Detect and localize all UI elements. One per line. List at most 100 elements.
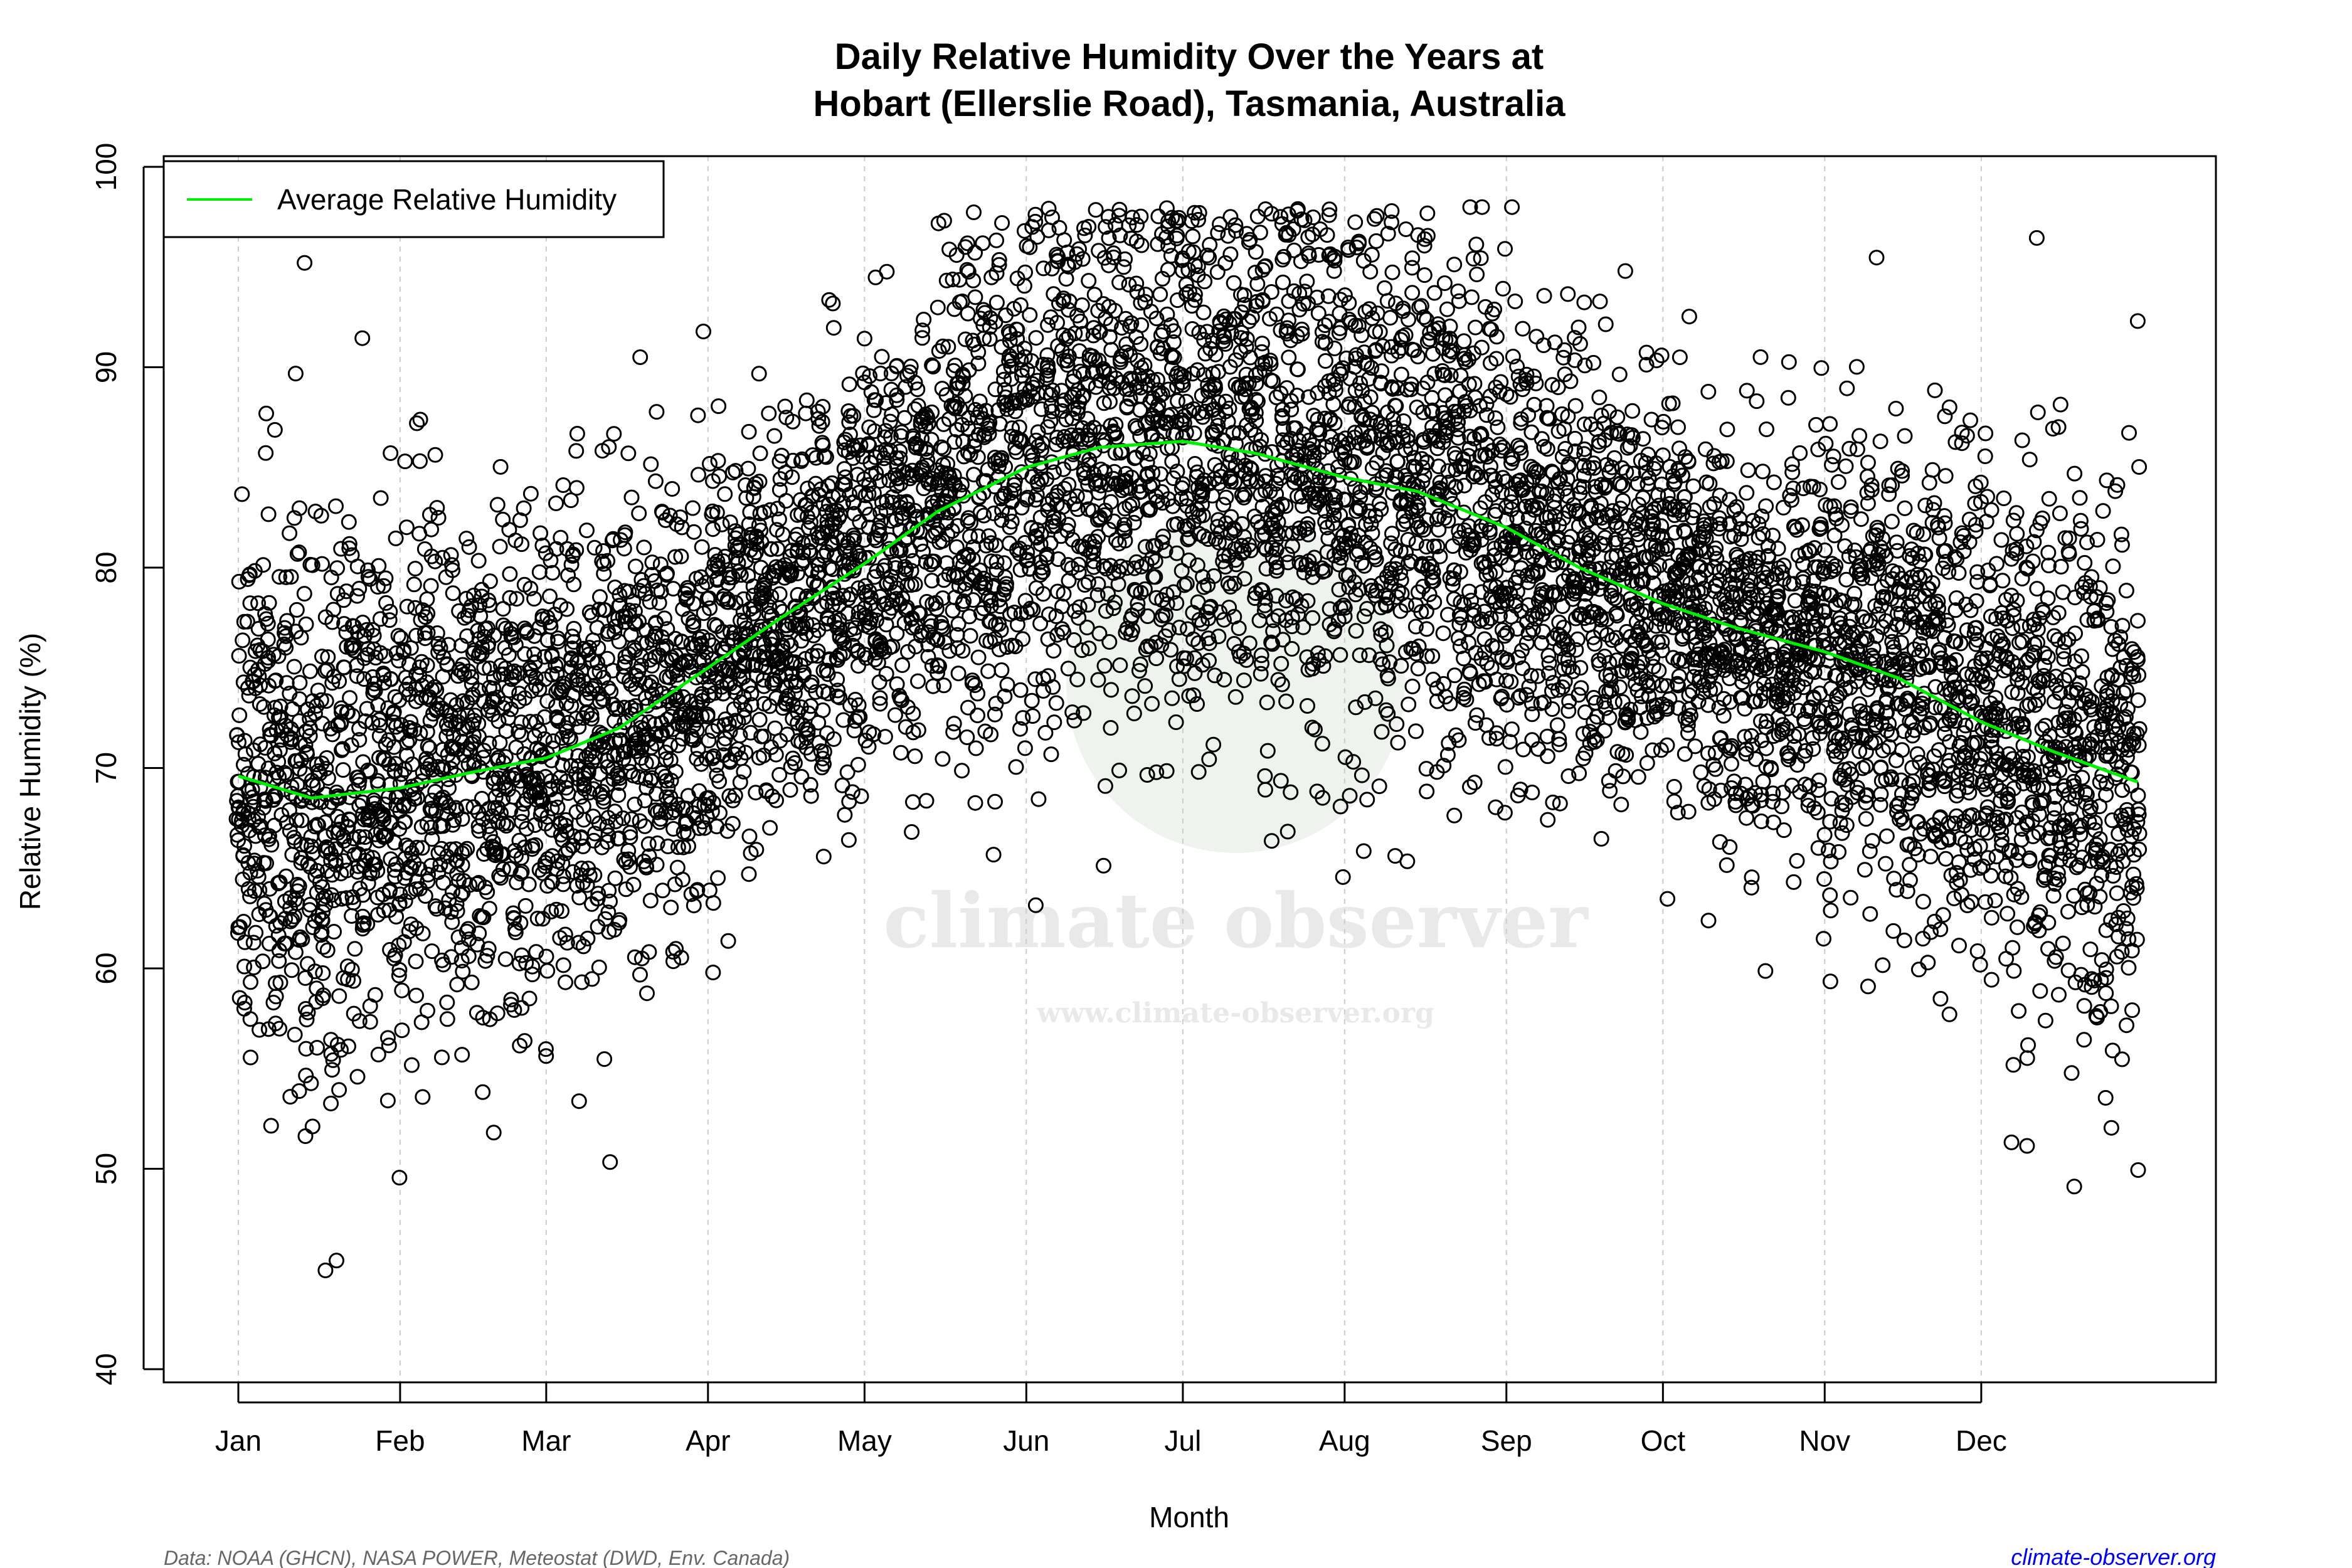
data-point (346, 894, 361, 911)
data-point (970, 649, 987, 665)
data-point (1377, 280, 1393, 296)
data-point (360, 562, 376, 578)
data-point (579, 522, 595, 539)
data-point (465, 799, 482, 815)
data-point (686, 595, 702, 612)
data-point (1252, 225, 1268, 241)
data-point (1004, 514, 1020, 529)
data-point (243, 1049, 258, 1066)
data-point (376, 752, 393, 768)
data-point (313, 794, 329, 810)
data-point (560, 714, 576, 731)
data-point (349, 558, 366, 575)
data-point (764, 788, 780, 805)
data-point (289, 776, 305, 793)
data-point (1012, 297, 1029, 313)
data-point (344, 638, 359, 654)
data-point (419, 674, 435, 691)
data-point (625, 877, 642, 893)
data-point (235, 632, 251, 649)
data-point (498, 818, 514, 834)
data-point (621, 851, 637, 867)
data-point (464, 669, 480, 685)
data-point (680, 582, 696, 598)
data-point (632, 967, 648, 983)
data-point (1263, 284, 1279, 300)
data-point (741, 829, 758, 844)
data-point (258, 855, 274, 871)
data-point (912, 606, 928, 622)
data-point (313, 507, 329, 524)
data-point (1012, 721, 1028, 737)
data-point (457, 843, 472, 859)
data-point (632, 813, 648, 829)
data-point (701, 632, 716, 649)
data-point (787, 531, 803, 548)
data-point (925, 678, 941, 694)
data-point (278, 628, 294, 644)
data-point (362, 1014, 378, 1030)
data-point (554, 903, 569, 919)
data-point (877, 729, 893, 745)
data-point (1419, 783, 1435, 800)
data-point (230, 919, 246, 936)
data-point (709, 618, 725, 634)
data-point (954, 477, 970, 493)
data-point (970, 449, 986, 465)
data-point (892, 450, 908, 467)
data-point (881, 541, 898, 557)
data-point (1096, 857, 1111, 874)
data-point (1467, 319, 1483, 336)
data-point (381, 884, 398, 900)
data-point (439, 1011, 455, 1027)
data-point (559, 935, 575, 951)
data-point (1034, 564, 1051, 580)
data-point (292, 500, 307, 516)
data-point (1185, 228, 1201, 245)
data-point (542, 588, 558, 605)
data-point (722, 754, 738, 770)
data-point (522, 485, 539, 502)
data-point (905, 706, 921, 722)
data-point (910, 722, 926, 738)
data-point (410, 790, 425, 806)
data-point (714, 660, 731, 677)
data-point (694, 539, 710, 555)
data-point (1001, 505, 1017, 521)
data-point (994, 215, 1010, 231)
data-point (998, 579, 1014, 595)
data-point (995, 586, 1012, 603)
data-point (538, 1041, 554, 1057)
data-point (798, 615, 815, 632)
data-point (633, 750, 649, 766)
data-point (960, 235, 975, 252)
data-point (1497, 241, 1513, 257)
data-point (600, 827, 617, 844)
data-point (1015, 710, 1031, 726)
data-point (502, 566, 518, 582)
data-point (967, 795, 983, 811)
data-point (889, 392, 905, 408)
data-point (443, 949, 460, 965)
data-point (1008, 759, 1024, 775)
data-point (242, 1011, 258, 1027)
data-point (243, 974, 258, 990)
data-point (492, 870, 509, 886)
data-point (1039, 347, 1056, 363)
data-point (667, 876, 683, 893)
data-point (1281, 349, 1297, 366)
data-point (1400, 532, 1416, 548)
data-point (314, 879, 331, 895)
data-point (584, 753, 600, 770)
data-point (623, 489, 640, 506)
data-point (292, 761, 308, 777)
data-point (651, 692, 667, 709)
data-point (307, 963, 323, 980)
data-point (303, 1075, 319, 1091)
data-point (659, 621, 675, 637)
data-point (738, 490, 755, 506)
data-point (1028, 330, 1044, 346)
data-point (590, 640, 607, 656)
data-point (696, 324, 711, 339)
